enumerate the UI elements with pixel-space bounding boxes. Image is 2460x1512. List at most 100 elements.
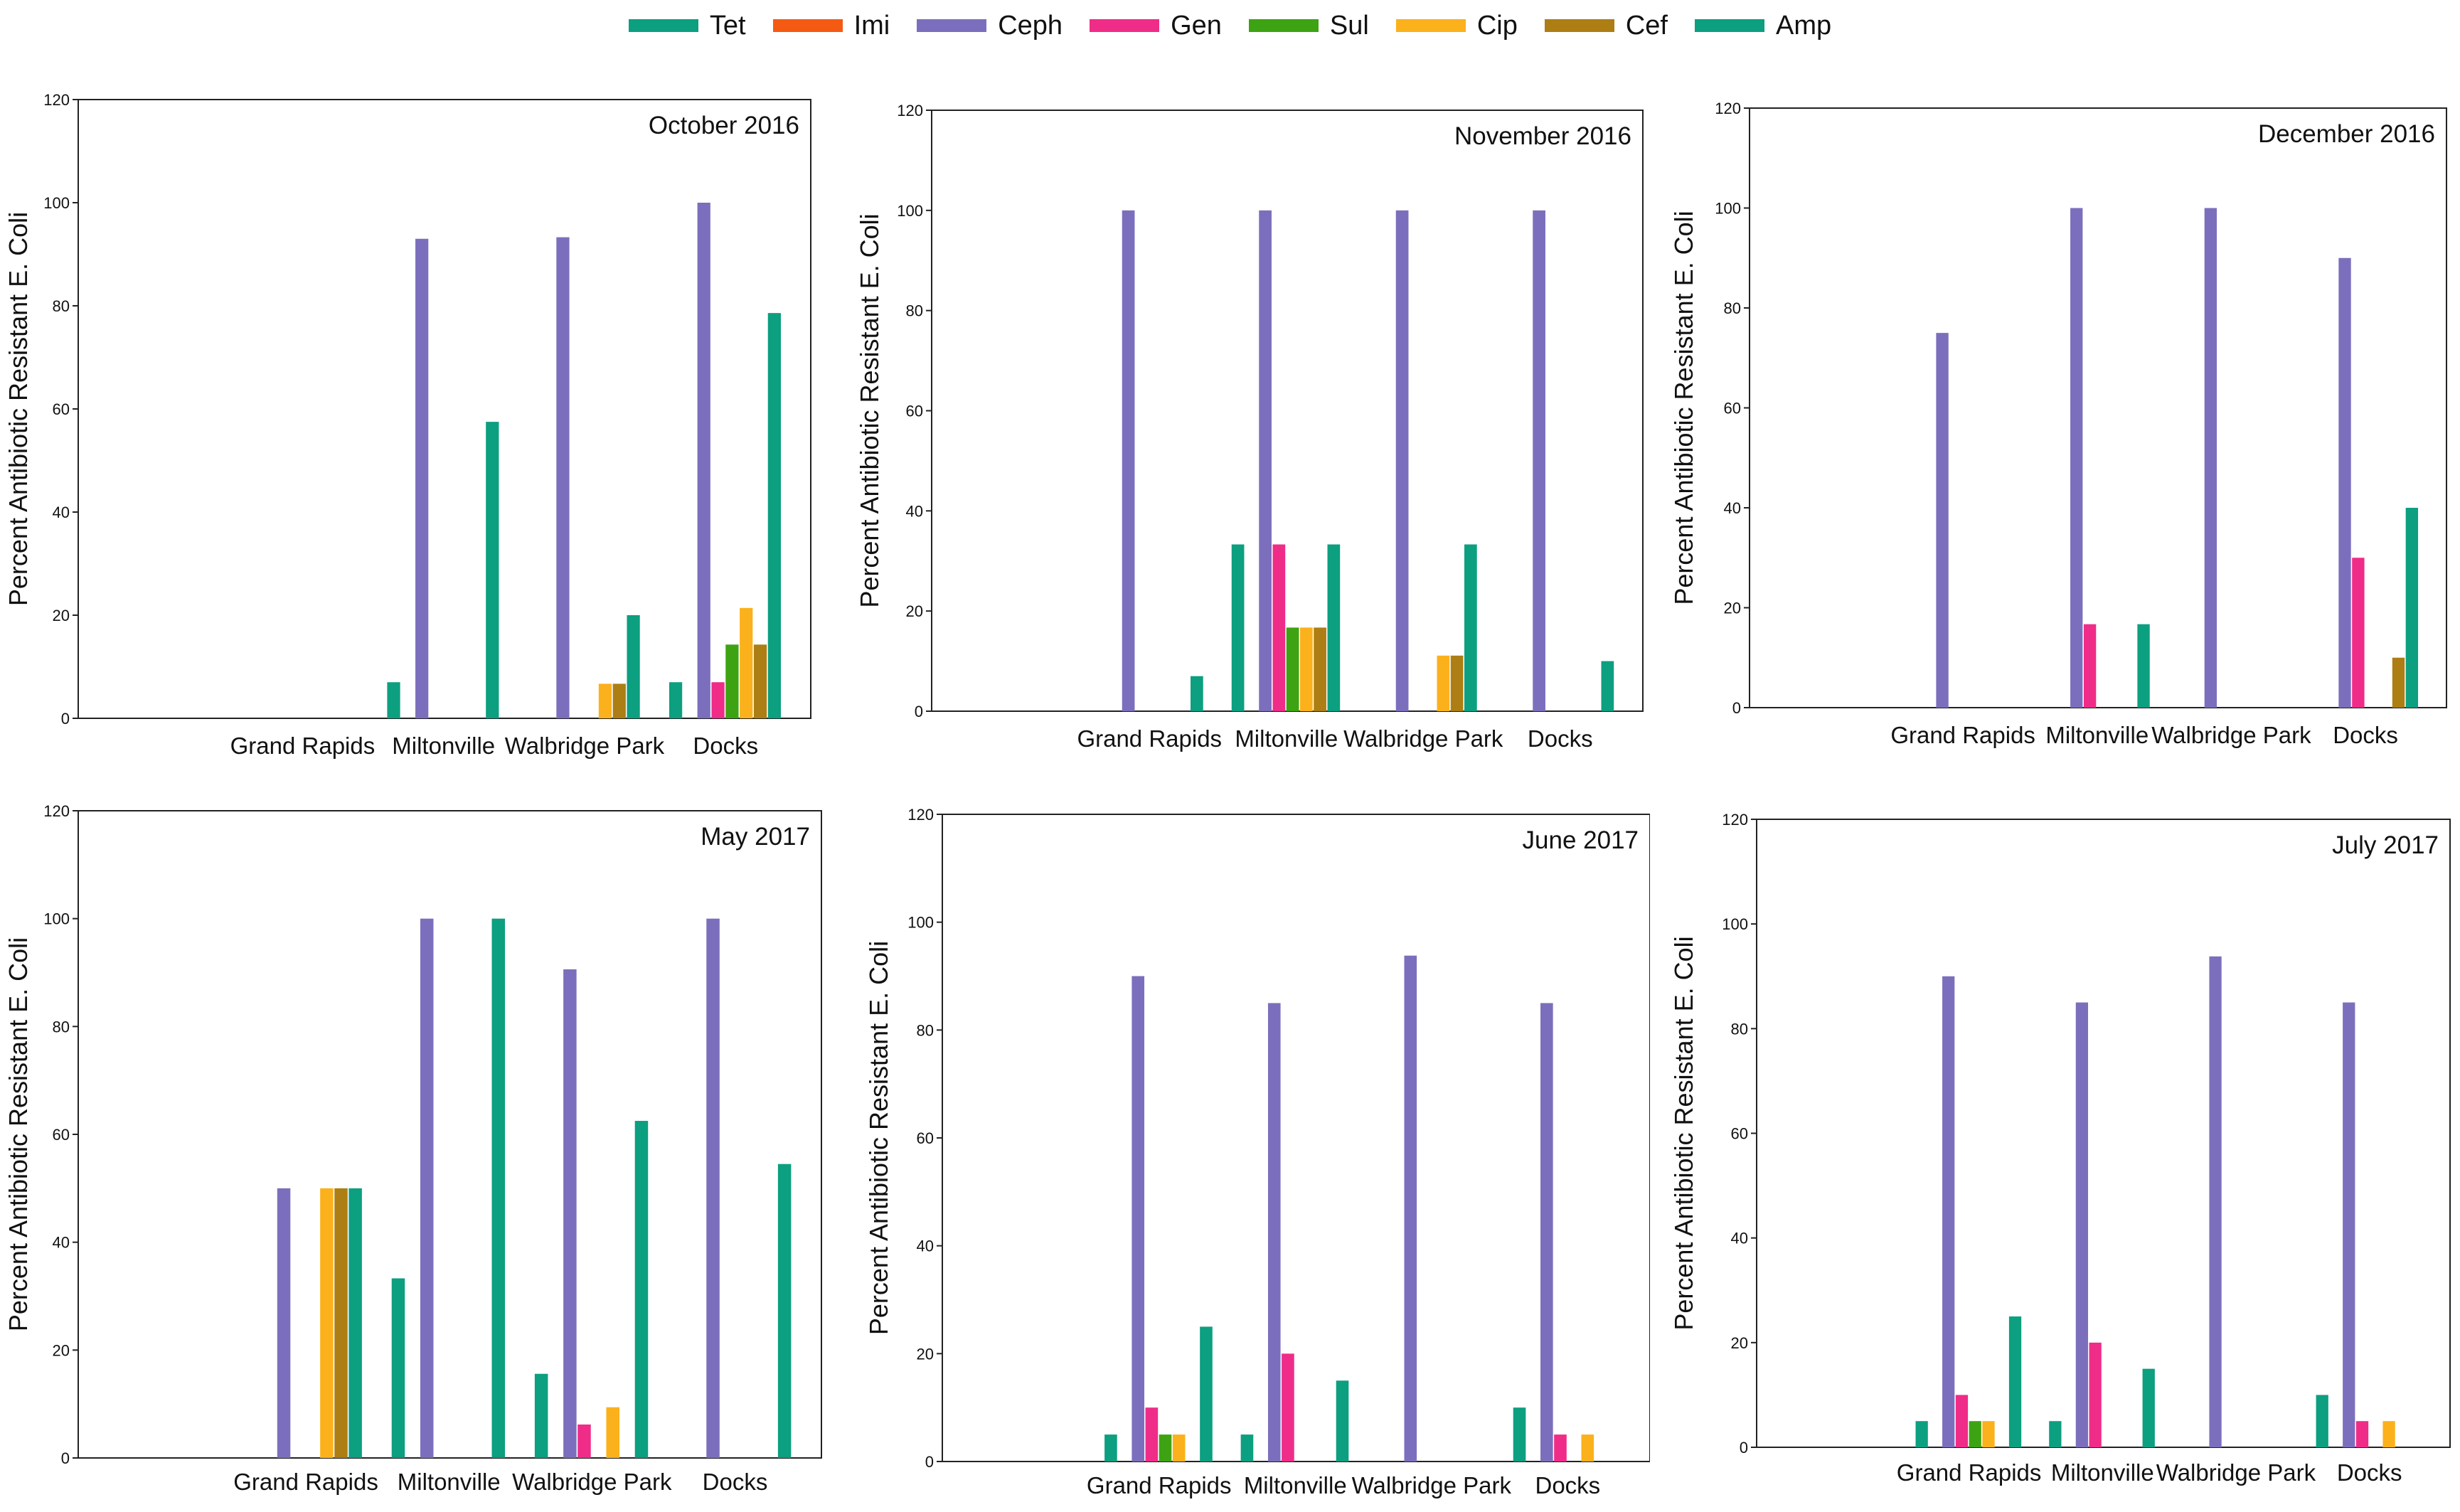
bar-tet-grand-rapids bbox=[1915, 1421, 1928, 1447]
y-tick-label: 40 bbox=[917, 1237, 934, 1255]
legend-item-tet: Tet bbox=[628, 11, 746, 41]
y-tick-label: 80 bbox=[1731, 1020, 1748, 1038]
y-tick-label: 20 bbox=[53, 1341, 70, 1359]
chart-svg: 0 20 40 60 80 100 120 Percent Antibiotic Resist… bbox=[864, 806, 1650, 1498]
bar-amp-walbridge-park bbox=[1464, 544, 1477, 711]
chart-legend: Tet Imi Ceph Gen Sul Cip Cef Amp bbox=[0, 4, 2460, 47]
y-tick-label: 80 bbox=[906, 302, 923, 320]
bar-gen-docks bbox=[2352, 558, 2365, 708]
x-category-label: Walbridge Park bbox=[1352, 1472, 1512, 1498]
y-tick-label: 40 bbox=[1724, 499, 1741, 517]
bar-tet-miltonville bbox=[2049, 1421, 2062, 1447]
legend-item-cef: Cef bbox=[1544, 11, 1668, 41]
x-category-label: Walbridge Park bbox=[512, 1469, 672, 1495]
legend-label-cip: Cip bbox=[1476, 10, 1518, 41]
panel-title: October 2016 bbox=[649, 112, 799, 139]
bar-ceph-walbridge-park bbox=[556, 237, 570, 718]
bar-gen-miltonville bbox=[1272, 544, 1286, 711]
chart-svg: 0 20 40 60 80 100 120 Percent Antibiotic Resist… bbox=[1669, 100, 2447, 748]
bar-cip-miltonville bbox=[1300, 627, 1313, 711]
legend-swatch-cef bbox=[1544, 19, 1614, 32]
y-tick-label: 100 bbox=[1722, 915, 1748, 933]
x-category-label: Docks bbox=[693, 733, 758, 759]
chart-june-2017: 0 20 40 60 80 100 120 Percent Antibiotic Resist… bbox=[825, 789, 1650, 1508]
y-tick-label: 100 bbox=[897, 202, 923, 220]
legend-item-cip: Cip bbox=[1395, 10, 1518, 41]
y-tick-label: 120 bbox=[1715, 100, 1741, 117]
bar-tet-docks bbox=[1513, 1407, 1526, 1462]
panel-title: June 2017 bbox=[1523, 826, 1639, 854]
x-category-label: Grand Rapids bbox=[1077, 725, 1222, 752]
x-category-label: Miltonville bbox=[2045, 722, 2148, 748]
legend-swatch-gen bbox=[1090, 19, 1160, 32]
legend-item-ceph: Ceph bbox=[917, 11, 1063, 41]
x-category-label: Walbridge Park bbox=[505, 733, 665, 759]
y-tick-label: 120 bbox=[907, 806, 934, 824]
x-category-label: Docks bbox=[2333, 722, 2398, 748]
bar-tet-docks bbox=[669, 682, 683, 718]
bar-ceph-docks bbox=[2343, 1002, 2355, 1447]
bar-amp-miltonville bbox=[486, 422, 499, 718]
bar-ceph-docks bbox=[697, 203, 710, 718]
bar-sul-grand-rapids bbox=[1969, 1421, 1981, 1447]
legend-label-imi: Imi bbox=[853, 10, 890, 41]
x-category-label: Miltonville bbox=[392, 733, 495, 759]
y-tick-label: 60 bbox=[1724, 400, 1741, 417]
panel-title: July 2017 bbox=[2332, 831, 2439, 859]
x-category-label: Docks bbox=[1535, 1472, 1600, 1498]
chart-svg: 0 20 40 60 80 100 120 Percent Antibiotic Resist… bbox=[4, 802, 822, 1495]
legend-swatch-tet bbox=[628, 19, 698, 32]
x-category-label: Grand Rapids bbox=[1890, 722, 2035, 748]
legend-swatch-imi bbox=[772, 19, 843, 32]
bar-amp-docks bbox=[777, 1164, 792, 1458]
bar-cip-docks bbox=[1581, 1434, 1594, 1462]
legend-label-ceph: Ceph bbox=[998, 10, 1063, 41]
y-tick-label: 60 bbox=[906, 403, 923, 420]
bar-cip-docks bbox=[740, 607, 753, 718]
chart-may-2017: 0 20 40 60 80 100 120 Percent Antibiotic Resist… bbox=[0, 789, 825, 1508]
bar-gen-docks bbox=[1554, 1434, 1567, 1462]
bar-tet-docks bbox=[2316, 1395, 2328, 1447]
bar-cef-grand-rapids bbox=[334, 1188, 348, 1458]
bar-amp-miltonville bbox=[1327, 544, 1341, 711]
legend-item-imi: Imi bbox=[772, 10, 890, 41]
y-tick-label: 60 bbox=[917, 1129, 934, 1147]
y-tick-label: 60 bbox=[1731, 1125, 1748, 1143]
y-axis-label: Percent Antibiotic Resistant E. Coli bbox=[1669, 211, 1698, 605]
bar-gen-grand-rapids bbox=[1955, 1395, 1969, 1447]
bar-cef-walbridge-park bbox=[612, 683, 626, 718]
bar-amp-docks bbox=[2405, 508, 2419, 708]
bar-amp-miltonville bbox=[2142, 1368, 2155, 1447]
legend-swatch-ceph bbox=[917, 19, 987, 32]
bar-amp-walbridge-park bbox=[627, 615, 640, 718]
bar-cip-grand-rapids bbox=[1172, 1434, 1186, 1462]
bar-cip-grand-rapids bbox=[1982, 1421, 1995, 1447]
y-tick-label: 120 bbox=[43, 91, 70, 109]
y-tick-label: 60 bbox=[53, 1126, 70, 1144]
y-tick-label: 120 bbox=[43, 802, 70, 820]
y-tick-label: 120 bbox=[897, 102, 923, 119]
y-tick-label: 80 bbox=[1724, 299, 1741, 317]
bar-ceph-walbridge-park bbox=[563, 969, 577, 1458]
y-tick-label: 100 bbox=[43, 910, 70, 928]
bar-amp-miltonville bbox=[491, 918, 506, 1458]
bar-cef-docks bbox=[2392, 657, 2405, 708]
bar-amp-docks bbox=[767, 313, 781, 718]
y-tick-label: 80 bbox=[917, 1021, 934, 1039]
bar-ceph-miltonville bbox=[2070, 208, 2083, 708]
x-category-label: Docks bbox=[2337, 1459, 2402, 1486]
x-category-label: Miltonville bbox=[1244, 1472, 1347, 1498]
bar-ceph-grand-rapids bbox=[1132, 976, 1145, 1462]
bar-cip-walbridge-park bbox=[598, 683, 612, 718]
bar-gen-miltonville bbox=[2083, 624, 2097, 708]
bar-tet-grand-rapids bbox=[1104, 1434, 1117, 1462]
bar-cef-miltonville bbox=[1314, 627, 1326, 711]
bar-ceph-walbridge-park bbox=[1395, 210, 1409, 711]
bar-tet-miltonville bbox=[1231, 544, 1245, 711]
bar-tet-walbridge-park bbox=[534, 1373, 548, 1458]
bar-ceph-miltonville bbox=[1259, 210, 1272, 711]
bar-amp-miltonville bbox=[2137, 624, 2150, 708]
legend-swatch-sul bbox=[1248, 19, 1319, 32]
legend-item-amp: Amp bbox=[1694, 11, 1831, 41]
y-tick-label: 40 bbox=[53, 1234, 70, 1252]
